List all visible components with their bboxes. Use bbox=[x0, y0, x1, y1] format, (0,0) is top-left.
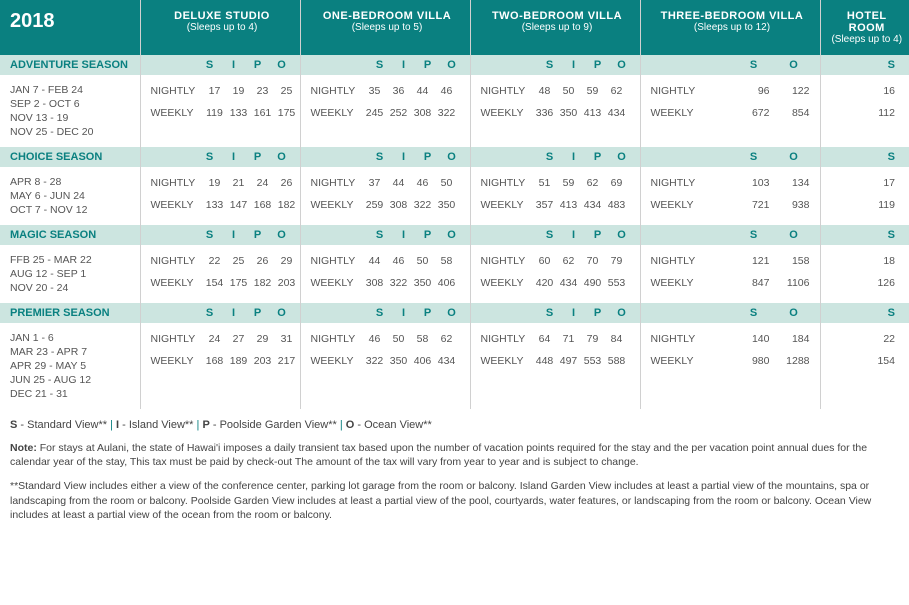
values-room-0: NIGHTLY24272931WEEKLY168189203217 bbox=[140, 323, 300, 409]
room-header-4: HOTEL ROOM(Sleeps up to 4) bbox=[820, 0, 909, 55]
season-data: APR 8 - 28MAY 6 - JUN 24OCT 7 - NOV 12NI… bbox=[0, 167, 909, 225]
values-room-3: NIGHTLY96122WEEKLY672854 bbox=[640, 75, 820, 147]
room-header-1: ONE-BEDROOM VILLA(Sleeps up to 5) bbox=[300, 0, 470, 55]
values-room-1: NIGHTLY35364446WEEKLY245252308322 bbox=[300, 75, 470, 147]
season-bar: ADVENTURE SEASONSIPOSIPOSIPOSOS bbox=[0, 55, 909, 75]
note-tax: Note: For stays at Aulani, the state of … bbox=[0, 437, 909, 475]
values-room-0: NIGHTLY19212426WEEKLY133147168182 bbox=[140, 167, 300, 225]
points-table: 2018 DELUXE STUDIO(Sleeps up to 4)ONE-BED… bbox=[0, 0, 909, 409]
values-room-2: NIGHTLY64717984WEEKLY448497553588 bbox=[470, 323, 640, 409]
room-header-2: TWO-BEDROOM VILLA(Sleeps up to 9) bbox=[470, 0, 640, 55]
values-room-0: NIGHTLY22252629WEEKLY154175182203 bbox=[140, 245, 300, 303]
season-data: FFB 25 - MAR 22AUG 12 - SEP 1NOV 20 - 24… bbox=[0, 245, 909, 303]
room-header-3: THREE-BEDROOM VILLA(Sleeps up to 12) bbox=[640, 0, 820, 55]
values-room-1: NIGHTLY37444650WEEKLY259308322350 bbox=[300, 167, 470, 225]
values-room-0: NIGHTLY17192325WEEKLY119133161175 bbox=[140, 75, 300, 147]
values-room-3: NIGHTLY103134WEEKLY721938 bbox=[640, 167, 820, 225]
values-room-4: 18126 bbox=[820, 245, 909, 303]
season-bar: CHOICE SEASONSIPOSIPOSIPOSOS bbox=[0, 147, 909, 167]
view-legend: S - Standard View** | I - Island View** … bbox=[0, 409, 909, 437]
points-chart: 2018 DELUXE STUDIO(Sleeps up to 4)ONE-BED… bbox=[0, 0, 909, 532]
note-views: **Standard View includes either a view o… bbox=[0, 475, 909, 532]
values-room-2: NIGHTLY51596269WEEKLY357413434483 bbox=[470, 167, 640, 225]
date-ranges: JAN 1 - 6MAR 23 - APR 7APR 29 - MAY 5JUN… bbox=[0, 323, 140, 409]
values-room-3: NIGHTLY121158WEEKLY8471106 bbox=[640, 245, 820, 303]
season-data: JAN 7 - FEB 24SEP 2 - OCT 6NOV 13 - 19NO… bbox=[0, 75, 909, 147]
date-ranges: APR 8 - 28MAY 6 - JUN 24OCT 7 - NOV 12 bbox=[0, 167, 140, 225]
values-room-1: NIGHTLY44465058WEEKLY308322350406 bbox=[300, 245, 470, 303]
date-ranges: JAN 7 - FEB 24SEP 2 - OCT 6NOV 13 - 19NO… bbox=[0, 75, 140, 147]
values-room-4: 17119 bbox=[820, 167, 909, 225]
room-header-0: DELUXE STUDIO(Sleeps up to 4) bbox=[140, 0, 300, 55]
season-bar: PREMIER SEASONSIPOSIPOSIPOSOS bbox=[0, 303, 909, 323]
values-room-2: NIGHTLY48505962WEEKLY336350413434 bbox=[470, 75, 640, 147]
header-row: 2018 DELUXE STUDIO(Sleeps up to 4)ONE-BED… bbox=[0, 0, 909, 55]
season-data: JAN 1 - 6MAR 23 - APR 7APR 29 - MAY 5JUN… bbox=[0, 323, 909, 409]
values-room-4: 22154 bbox=[820, 323, 909, 409]
values-room-1: NIGHTLY46505862WEEKLY322350406434 bbox=[300, 323, 470, 409]
values-room-2: NIGHTLY60627079WEEKLY420434490553 bbox=[470, 245, 640, 303]
date-ranges: FFB 25 - MAR 22AUG 12 - SEP 1NOV 20 - 24 bbox=[0, 245, 140, 303]
values-room-4: 16112 bbox=[820, 75, 909, 147]
season-bar: MAGIC SEASONSIPOSIPOSIPOSOS bbox=[0, 225, 909, 245]
year: 2018 bbox=[10, 10, 134, 33]
values-room-3: NIGHTLY140184WEEKLY9801288 bbox=[640, 323, 820, 409]
